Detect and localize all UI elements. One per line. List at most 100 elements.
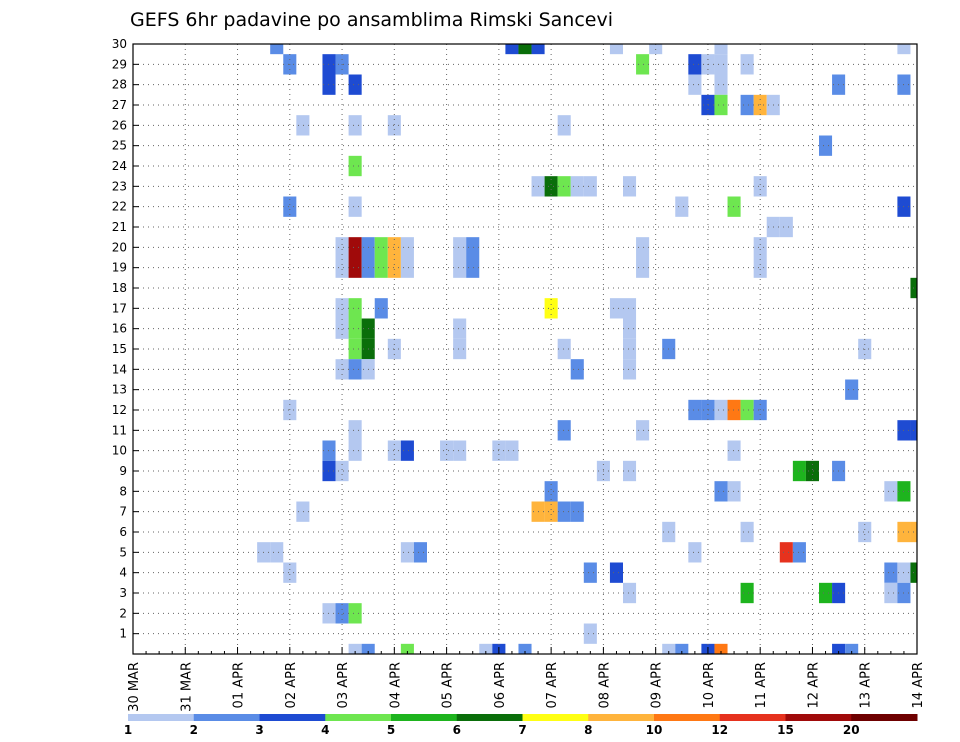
x-tick-label: 30 MAR bbox=[127, 662, 142, 712]
heatmap-cell bbox=[714, 74, 728, 95]
x-tick-label: 01 APR bbox=[232, 662, 247, 708]
heatmap-cell bbox=[453, 257, 467, 278]
heatmap-cell bbox=[583, 623, 597, 644]
heatmap-cell bbox=[753, 237, 767, 258]
heatmap-cell bbox=[714, 643, 728, 654]
y-tick-label: 11 bbox=[112, 423, 127, 437]
heatmap-cell bbox=[335, 257, 349, 278]
heatmap-cell bbox=[609, 562, 623, 583]
colorbar-label: 2 bbox=[190, 723, 198, 737]
colorbar-label: 7 bbox=[518, 723, 526, 737]
heatmap-cell bbox=[400, 257, 414, 278]
heatmap-cell bbox=[779, 542, 793, 563]
heatmap-cell bbox=[636, 54, 650, 75]
heatmap-cell bbox=[688, 74, 702, 95]
heatmap-cell bbox=[570, 501, 584, 522]
heatmap-cell bbox=[636, 257, 650, 278]
heatmap-cell bbox=[714, 94, 728, 116]
colorbar-swatch bbox=[588, 714, 655, 721]
x-tick-label: 02 APR bbox=[284, 662, 299, 708]
heatmap-cell bbox=[623, 460, 637, 482]
heatmap-cell bbox=[400, 237, 414, 258]
heatmap-cell bbox=[518, 643, 532, 654]
heatmap-cell bbox=[753, 257, 767, 278]
heatmap-cell bbox=[636, 237, 650, 258]
heatmap-cell bbox=[348, 643, 362, 654]
heatmap-cell bbox=[466, 237, 480, 258]
heatmap-cell bbox=[479, 643, 493, 654]
heatmap-cell bbox=[453, 318, 467, 339]
heatmap-cell bbox=[400, 542, 414, 563]
grid-lines bbox=[133, 44, 917, 654]
colorbar-label: 8 bbox=[584, 723, 592, 737]
y-tick-label: 6 bbox=[119, 525, 127, 539]
x-tick-label: 09 APR bbox=[650, 662, 665, 708]
y-tick-label: 9 bbox=[119, 464, 127, 478]
heatmap-cell bbox=[636, 420, 650, 441]
heatmap-cell bbox=[348, 115, 362, 136]
heatmap-cell bbox=[505, 440, 519, 461]
x-tick-label: 10 APR bbox=[702, 662, 717, 708]
y-tick-label: 17 bbox=[112, 301, 127, 315]
heatmap-cell bbox=[453, 440, 467, 461]
y-tick-label: 26 bbox=[112, 118, 127, 132]
y-tick-label: 20 bbox=[112, 240, 127, 254]
heatmap-cell bbox=[583, 562, 597, 583]
heatmap-cell bbox=[544, 298, 558, 319]
y-tick-label: 18 bbox=[112, 281, 127, 295]
heatmap-cell bbox=[727, 196, 741, 217]
heatmap-cell bbox=[675, 196, 689, 217]
heatmap-cell bbox=[609, 44, 623, 55]
heatmap-cell bbox=[335, 460, 349, 482]
heatmap-cell bbox=[296, 501, 310, 522]
x-tick-label: 03 APR bbox=[336, 662, 351, 708]
heatmap-cell bbox=[348, 359, 362, 380]
heatmap-cell bbox=[544, 176, 558, 197]
heatmap-cell bbox=[779, 216, 793, 238]
heatmap-cell bbox=[675, 643, 689, 654]
heatmap-cell bbox=[348, 420, 362, 441]
heatmap-cell bbox=[283, 196, 297, 217]
colorbar-label: 6 bbox=[453, 723, 461, 737]
heatmap-cell bbox=[400, 643, 414, 654]
heatmap-cell bbox=[557, 176, 571, 197]
x-tick-label: 11 APR bbox=[754, 662, 769, 708]
y-tick-label: 21 bbox=[112, 220, 127, 234]
colorbar-swatch bbox=[851, 714, 918, 721]
heatmap-cell bbox=[740, 521, 754, 543]
colorbar-label: 20 bbox=[843, 723, 860, 737]
colorbar-label: 15 bbox=[777, 723, 794, 737]
heatmap-cell bbox=[557, 115, 571, 136]
colorbar-swatch bbox=[522, 714, 589, 721]
colorbar-swatch bbox=[391, 714, 458, 721]
heatmap-cell bbox=[583, 176, 597, 197]
heatmap-cell bbox=[740, 399, 754, 421]
heatmap-cell bbox=[845, 643, 859, 654]
y-tick-label: 30 bbox=[112, 37, 127, 51]
heatmap-cell bbox=[296, 115, 310, 136]
heatmap-cell bbox=[335, 237, 349, 258]
heatmap-cell bbox=[688, 542, 702, 563]
heatmap-cell bbox=[623, 318, 637, 339]
heatmap-cell bbox=[884, 562, 898, 583]
heatmap-cell bbox=[544, 501, 558, 522]
y-tick-label: 25 bbox=[112, 139, 127, 153]
y-tick-label: 10 bbox=[112, 444, 127, 458]
heatmap-cell bbox=[505, 44, 519, 55]
x-tick-label: 14 APR bbox=[911, 662, 926, 708]
heatmap-cell bbox=[662, 643, 676, 654]
x-tick-label: 12 APR bbox=[806, 662, 821, 708]
y-tick-label: 29 bbox=[112, 57, 127, 71]
heatmap-cell bbox=[884, 582, 898, 604]
heatmap-cell bbox=[348, 237, 362, 258]
heatmap-cell bbox=[348, 74, 362, 95]
heatmap-cell bbox=[557, 420, 571, 441]
heatmap-cell bbox=[531, 44, 545, 55]
colorbar-swatch bbox=[325, 714, 392, 721]
heatmap-cell bbox=[544, 481, 558, 502]
y-tick-label: 13 bbox=[112, 383, 127, 397]
heatmap-cell bbox=[623, 298, 637, 319]
colorbar-label: 1 bbox=[124, 723, 132, 737]
heatmap-cell bbox=[387, 440, 401, 461]
